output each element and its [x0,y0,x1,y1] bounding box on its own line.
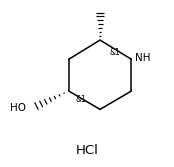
Text: HO: HO [10,103,26,113]
Text: NH: NH [135,53,151,63]
Text: &1: &1 [110,48,120,57]
Text: HCl: HCl [76,144,98,157]
Text: &1: &1 [75,95,86,104]
